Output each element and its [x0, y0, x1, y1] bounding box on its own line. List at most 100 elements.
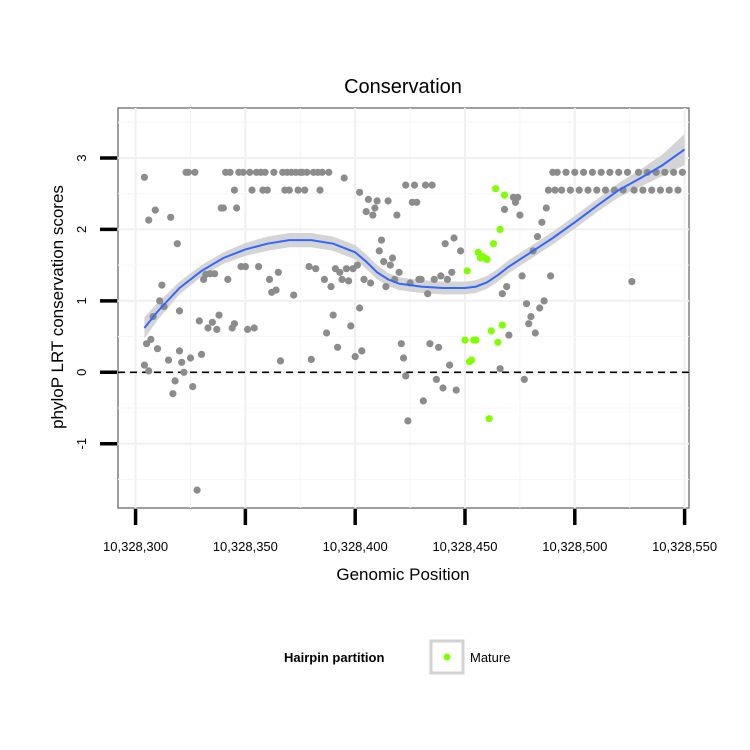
other-point [388, 254, 397, 262]
other-point [145, 216, 153, 224]
other-point [439, 384, 447, 392]
other-point [402, 181, 410, 189]
other-point [371, 204, 379, 212]
other-point [164, 356, 173, 364]
other-point [151, 206, 159, 214]
other-point [186, 354, 195, 362]
other-point [178, 358, 186, 366]
other-point [347, 322, 355, 330]
other-point [167, 213, 175, 221]
x-axis-label: Genomic Position [336, 565, 469, 584]
other-point [195, 317, 203, 325]
other-point [171, 377, 179, 385]
mature-point [489, 240, 498, 248]
other-point [417, 275, 425, 283]
other-point [606, 168, 614, 176]
other-point [446, 361, 454, 369]
chart-title: Conservation [344, 76, 462, 98]
other-point [356, 188, 364, 196]
other-point [323, 329, 331, 337]
other-point [305, 263, 313, 271]
mature-point [463, 267, 471, 275]
other-point [362, 208, 370, 216]
other-point [312, 265, 320, 273]
other-point [219, 204, 227, 212]
other-point [551, 186, 559, 194]
other-point [597, 168, 605, 176]
other-point [375, 247, 383, 255]
mature-point [485, 415, 493, 423]
mature-point [472, 336, 480, 344]
other-point [648, 186, 656, 194]
y-tick-label: 3 [74, 154, 89, 161]
other-point [393, 211, 401, 219]
other-point [544, 186, 553, 194]
x-tick-label: 10,328,550 [652, 539, 717, 554]
y-tick-label: 1 [74, 297, 89, 304]
other-point [450, 234, 458, 242]
other-point [301, 186, 309, 194]
other-point [156, 297, 164, 305]
other-point [153, 345, 162, 353]
other-point [413, 198, 421, 206]
y-tick-label: -1 [74, 438, 89, 450]
x-tick-label: 10,328,500 [542, 539, 607, 554]
other-point [184, 168, 192, 176]
other-point [345, 277, 353, 285]
other-point [270, 168, 278, 176]
other-point [147, 335, 155, 343]
other-point [580, 168, 588, 176]
other-point [630, 186, 638, 194]
other-point [448, 268, 456, 276]
other-point [197, 350, 206, 358]
mature-point [461, 336, 469, 344]
mature-point [492, 185, 500, 193]
other-point [593, 186, 601, 194]
other-point [496, 365, 504, 373]
other-point [421, 181, 430, 189]
other-point [189, 383, 197, 391]
other-point [369, 211, 377, 219]
other-point [514, 193, 522, 201]
other-point [353, 261, 361, 269]
other-point [265, 275, 274, 283]
other-point [443, 275, 451, 283]
other-point [327, 283, 335, 291]
other-point [307, 355, 315, 363]
other-point [360, 275, 368, 283]
other-point [536, 304, 544, 312]
other-point [520, 375, 528, 383]
other-point [208, 318, 216, 326]
other-point [140, 173, 148, 181]
legend: Hairpin partition Mature [284, 639, 510, 675]
other-point [437, 272, 445, 280]
other-point [340, 174, 348, 182]
other-point [531, 329, 539, 337]
other-point [542, 204, 550, 212]
other-point [527, 313, 535, 321]
other-point [656, 186, 665, 194]
other-point [419, 397, 427, 405]
other-point [553, 168, 561, 176]
x-axis-ticks: 10,328,300 10,328,350 10,328,400 10,328,450… [103, 509, 717, 554]
y-tick-label: 2 [74, 226, 89, 233]
other-point [272, 286, 280, 294]
other-point [505, 331, 513, 339]
other-point [432, 375, 440, 383]
other-point [670, 168, 678, 176]
other-point [246, 168, 254, 176]
other-point [538, 218, 546, 226]
other-point [588, 168, 597, 176]
other-point [380, 258, 388, 266]
other-point [261, 168, 269, 176]
other-point [404, 417, 412, 425]
other-point [263, 186, 271, 194]
other-point [244, 325, 252, 333]
other-point [382, 283, 390, 291]
y-axis-label: phyloP LRT conservation scores [48, 185, 67, 429]
other-point [441, 240, 449, 248]
other-point [303, 168, 311, 176]
other-point [395, 268, 403, 276]
other-point [239, 168, 247, 176]
other-point [358, 347, 366, 355]
